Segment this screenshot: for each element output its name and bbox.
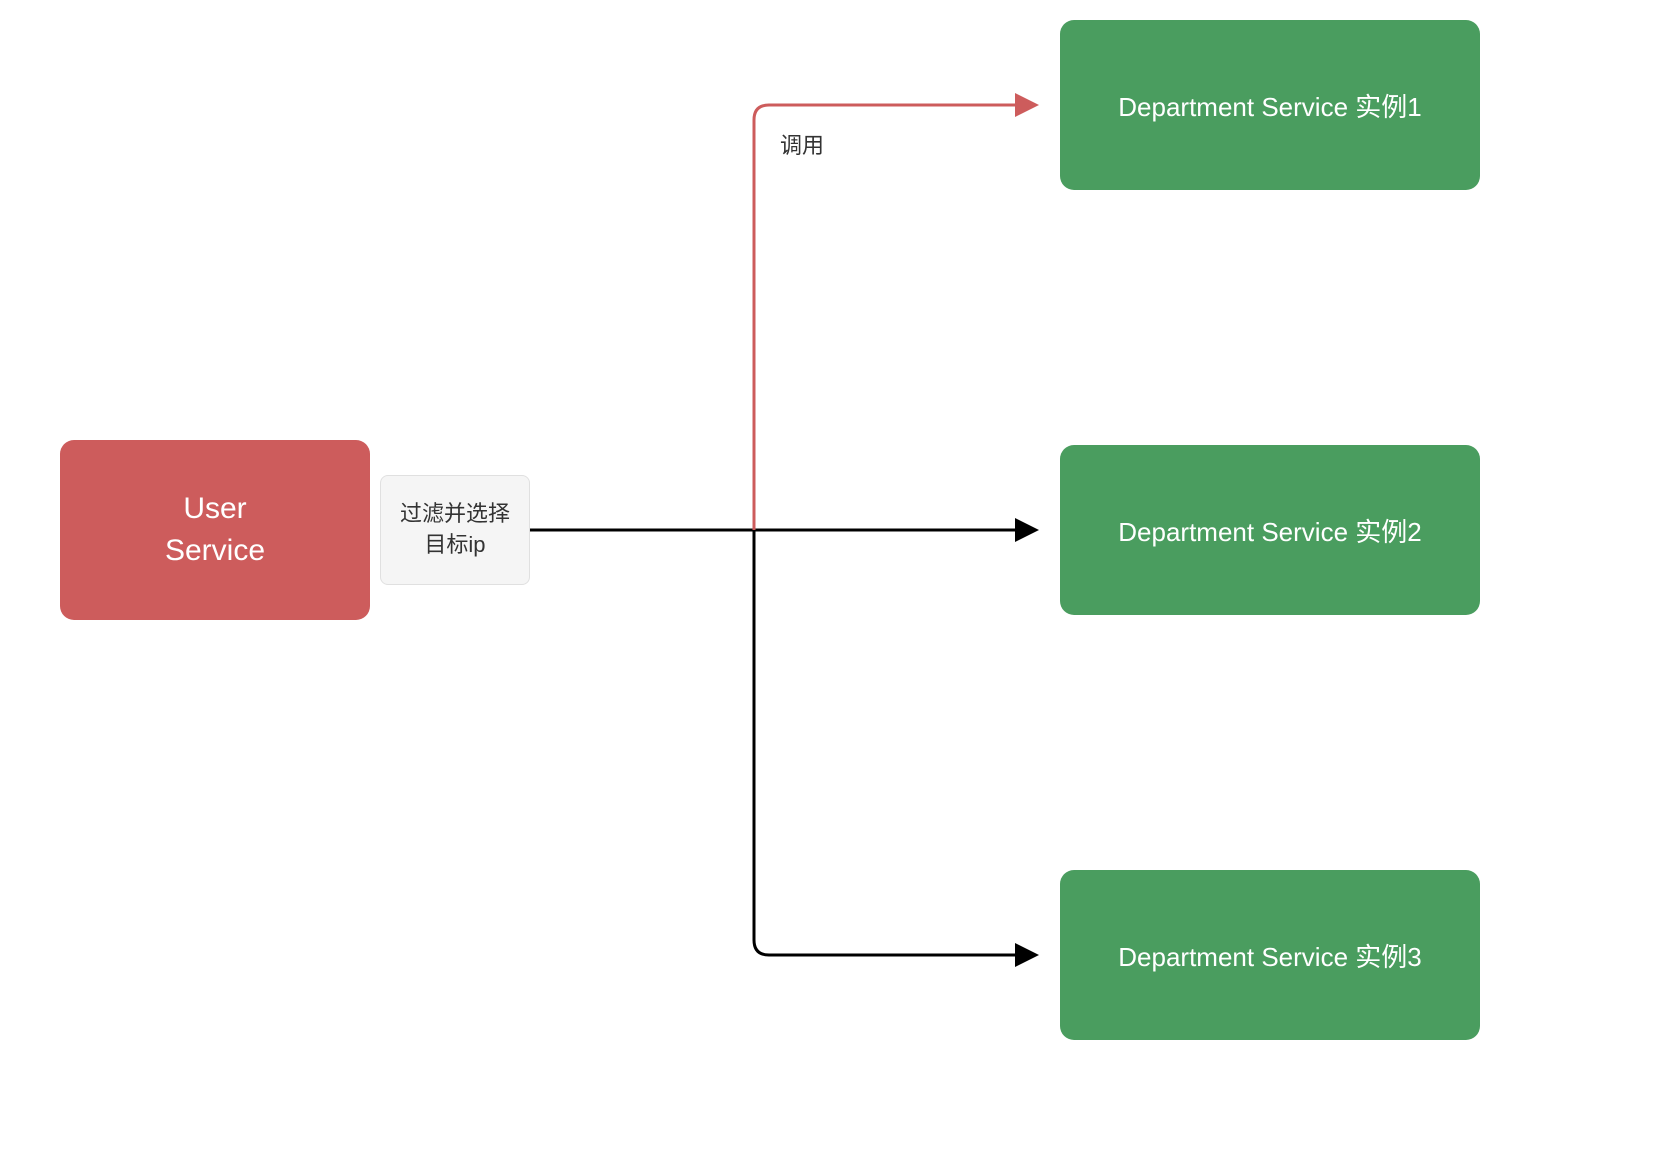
node-dept-3: Department Service 实例3 xyxy=(1060,870,1480,1040)
node-filter-box: 过滤并选择 目标ip xyxy=(380,475,530,585)
node-dept-1: Department Service 实例1 xyxy=(1060,20,1480,190)
filter-label-line1: 过滤并选择 xyxy=(400,499,510,530)
user-service-label-line1: User xyxy=(165,488,265,530)
user-service-label-line2: Service xyxy=(165,530,265,572)
edge-up xyxy=(754,105,1035,530)
dept-2-label: Department Service 实例2 xyxy=(1118,512,1421,549)
node-dept-2: Department Service 实例2 xyxy=(1060,445,1480,615)
dept-1-label: Department Service 实例1 xyxy=(1118,87,1421,124)
edge-up-label: 调用 xyxy=(780,128,824,160)
filter-label-line2: 目标ip xyxy=(400,530,510,561)
edge-down xyxy=(754,530,1035,955)
node-user-service: User Service xyxy=(60,440,370,620)
dept-3-label: Department Service 实例3 xyxy=(1118,937,1421,974)
